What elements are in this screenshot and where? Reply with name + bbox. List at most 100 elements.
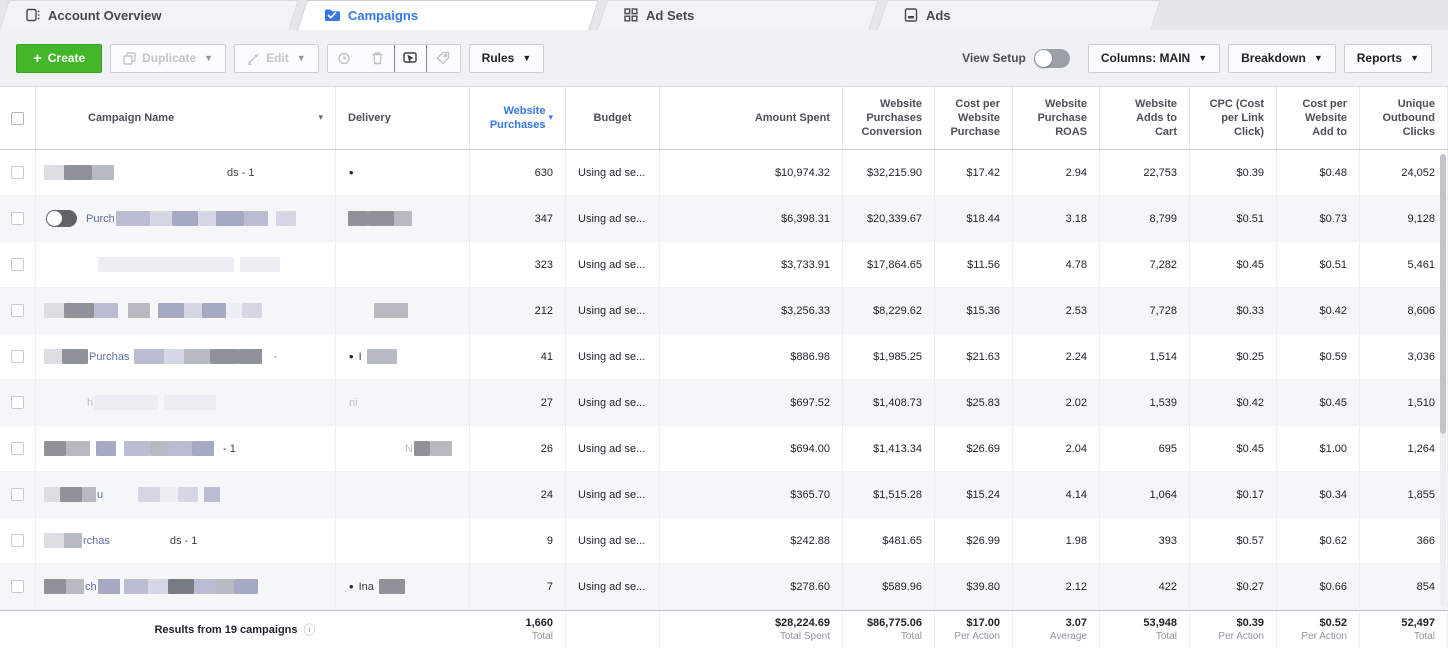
campaign-name-cell[interactable]: Purch xyxy=(36,196,336,241)
redaction-gap xyxy=(268,218,276,219)
redacted-text-block xyxy=(204,487,221,502)
cell-budget: Using ad se... xyxy=(566,564,660,609)
redacted-text-block xyxy=(44,579,66,594)
delivery-cell: ni xyxy=(336,380,470,425)
select-all-checkbox[interactable] xyxy=(11,111,24,125)
chevron-down-icon: ▼ xyxy=(296,53,306,63)
row-checkbox[interactable] xyxy=(11,580,24,593)
redacted-text-block xyxy=(226,303,242,318)
row-checkbox[interactable] xyxy=(11,212,24,225)
duplicate-button[interactable]: Duplicate ▼ xyxy=(110,43,227,73)
redacted-text-block xyxy=(128,303,150,318)
redacted-text-block xyxy=(413,441,430,456)
column-header-label: CPC (Cost per Link Click) xyxy=(1209,97,1264,139)
redacted-text-block xyxy=(233,579,258,594)
cell-conversion: $1,515.28 xyxy=(843,472,935,517)
column-header-cpwa[interactable]: Cost per Website Add to xyxy=(1277,87,1360,149)
view-setup-toggle[interactable] xyxy=(1033,48,1070,68)
delivery-cell xyxy=(336,242,470,287)
tab-account-overview[interactable]: Account Overview xyxy=(0,0,299,30)
campaign-name-cell[interactable]: - 1 xyxy=(36,426,336,471)
row-checkbox-cell xyxy=(0,518,36,563)
cell-atc: 1,539 xyxy=(1100,380,1190,425)
cell-cpc: $0.57 xyxy=(1190,518,1277,563)
column-header-purchases[interactable]: Website Purchases ▾ xyxy=(470,87,566,149)
breakdown-button[interactable]: Breakdown ▼ xyxy=(1228,43,1336,73)
cell-cpc: $0.27 xyxy=(1190,564,1277,609)
cell-spent: $242.88 xyxy=(660,518,843,563)
row-checkbox[interactable] xyxy=(11,304,24,317)
text-fragment: · xyxy=(273,350,278,363)
tab-campaigns[interactable]: Campaigns xyxy=(297,0,599,30)
campaign-name-cell[interactable]: u xyxy=(36,472,336,517)
column-header-name[interactable]: Campaign Name ▾ xyxy=(36,87,336,149)
tag-icon[interactable] xyxy=(427,45,460,72)
rules-button[interactable]: Rules ▼ xyxy=(468,43,545,73)
column-header-roas[interactable]: Website Purchase ROAS xyxy=(1013,87,1100,149)
campaign-name-cell[interactable]: ds - 1 xyxy=(36,150,336,195)
row-checkbox[interactable] xyxy=(11,534,24,547)
cell-roas: 2.12 xyxy=(1013,564,1100,609)
column-header-label: Website Purchase ROAS xyxy=(1037,97,1087,139)
campaign-name-cell[interactable] xyxy=(36,242,336,287)
column-header-cpp[interactable]: Cost per Website Purchase xyxy=(935,87,1013,149)
tab-label: Campaigns xyxy=(348,7,419,23)
redaction-gap xyxy=(111,540,169,541)
campaign-name-cell[interactable]: h xyxy=(36,380,336,425)
history-icon[interactable] xyxy=(328,45,361,72)
info-icon[interactable]: ⓘ xyxy=(303,623,316,637)
row-checkbox[interactable] xyxy=(11,258,24,271)
text-fragment: • xyxy=(349,349,354,364)
cell-roas: 2.04 xyxy=(1013,426,1100,471)
cell-purchases: 24 xyxy=(470,472,566,517)
footer-total-sublabel: Total Spent xyxy=(779,630,830,642)
tab-ads[interactable]: Ads xyxy=(877,0,1161,30)
column-header-atc[interactable]: Website Adds to Cart xyxy=(1100,87,1190,149)
cell-conversion: $20,339.67 xyxy=(843,196,935,241)
column-header-budget[interactable]: Budget xyxy=(566,87,660,149)
cell-cpp: $15.24 xyxy=(935,472,1013,517)
campaign-name-cell[interactable] xyxy=(36,288,336,333)
cell-cpwa: $0.59 xyxy=(1277,334,1360,379)
delivery-cell: • xyxy=(336,150,470,195)
tab-bar: Account Overview Campaigns Ad Sets Ads xyxy=(0,0,1448,30)
cell-purchases: 27 xyxy=(470,380,566,425)
inspect-icon[interactable] xyxy=(393,44,427,72)
column-header-cpc[interactable]: CPC (Cost per Link Click) xyxy=(1190,87,1277,149)
row-checkbox-cell xyxy=(0,334,36,379)
redacted-text-block xyxy=(168,441,192,456)
row-checkbox[interactable] xyxy=(11,396,24,409)
campaign-name-cell[interactable]: rchas ds - 1 xyxy=(36,518,336,563)
redacted-text-block xyxy=(164,395,217,410)
campaign-name-cell[interactable]: Purchas · xyxy=(36,334,336,379)
column-header-conversion[interactable]: Website Purchases Conversion xyxy=(843,87,935,149)
cell-roas: 2.02 xyxy=(1013,380,1100,425)
edit-button[interactable]: Edit ▼ xyxy=(234,43,319,73)
row-checkbox[interactable] xyxy=(11,488,24,501)
footer-total-conversion: $86,775.06 Total xyxy=(843,611,935,648)
vertical-scrollbar[interactable] xyxy=(1440,154,1446,606)
toolbar: + Create Duplicate ▼ Edit ▼ Rules ▼ View… xyxy=(0,30,1448,86)
row-checkbox[interactable] xyxy=(11,166,24,179)
column-header-label: Amount Spent xyxy=(754,111,830,124)
tab-ad-sets[interactable]: Ad Sets xyxy=(597,0,879,30)
cell-conversion: $32,215.90 xyxy=(843,150,935,195)
delete-icon[interactable] xyxy=(361,45,394,72)
columns-button[interactable]: Columns: MAIN ▼ xyxy=(1087,43,1221,73)
row-checkbox[interactable] xyxy=(11,350,24,363)
reports-button[interactable]: Reports ▼ xyxy=(1343,43,1432,73)
delivery-cell: • I xyxy=(336,334,470,379)
campaign-status-toggle[interactable] xyxy=(46,210,77,227)
cell-purchases: 9 xyxy=(470,518,566,563)
column-header-label: Cost per Website Purchase xyxy=(950,97,1000,139)
column-header-spent[interactable]: Amount Spent xyxy=(660,87,843,149)
cell-cpwa: $0.48 xyxy=(1277,150,1360,195)
create-button[interactable]: + Create xyxy=(16,43,103,73)
campaign-name-cell[interactable]: ch xyxy=(36,564,336,609)
column-header-uoc[interactable]: Unique Outbound Clicks xyxy=(1360,87,1448,149)
column-header-delivery[interactable]: Delivery xyxy=(336,87,470,149)
row-checkbox[interactable] xyxy=(11,442,24,455)
sort-caret-icon: ▾ xyxy=(548,112,553,123)
cell-cpwa: $0.73 xyxy=(1277,196,1360,241)
scrollbar-thumb[interactable] xyxy=(1440,154,1446,435)
